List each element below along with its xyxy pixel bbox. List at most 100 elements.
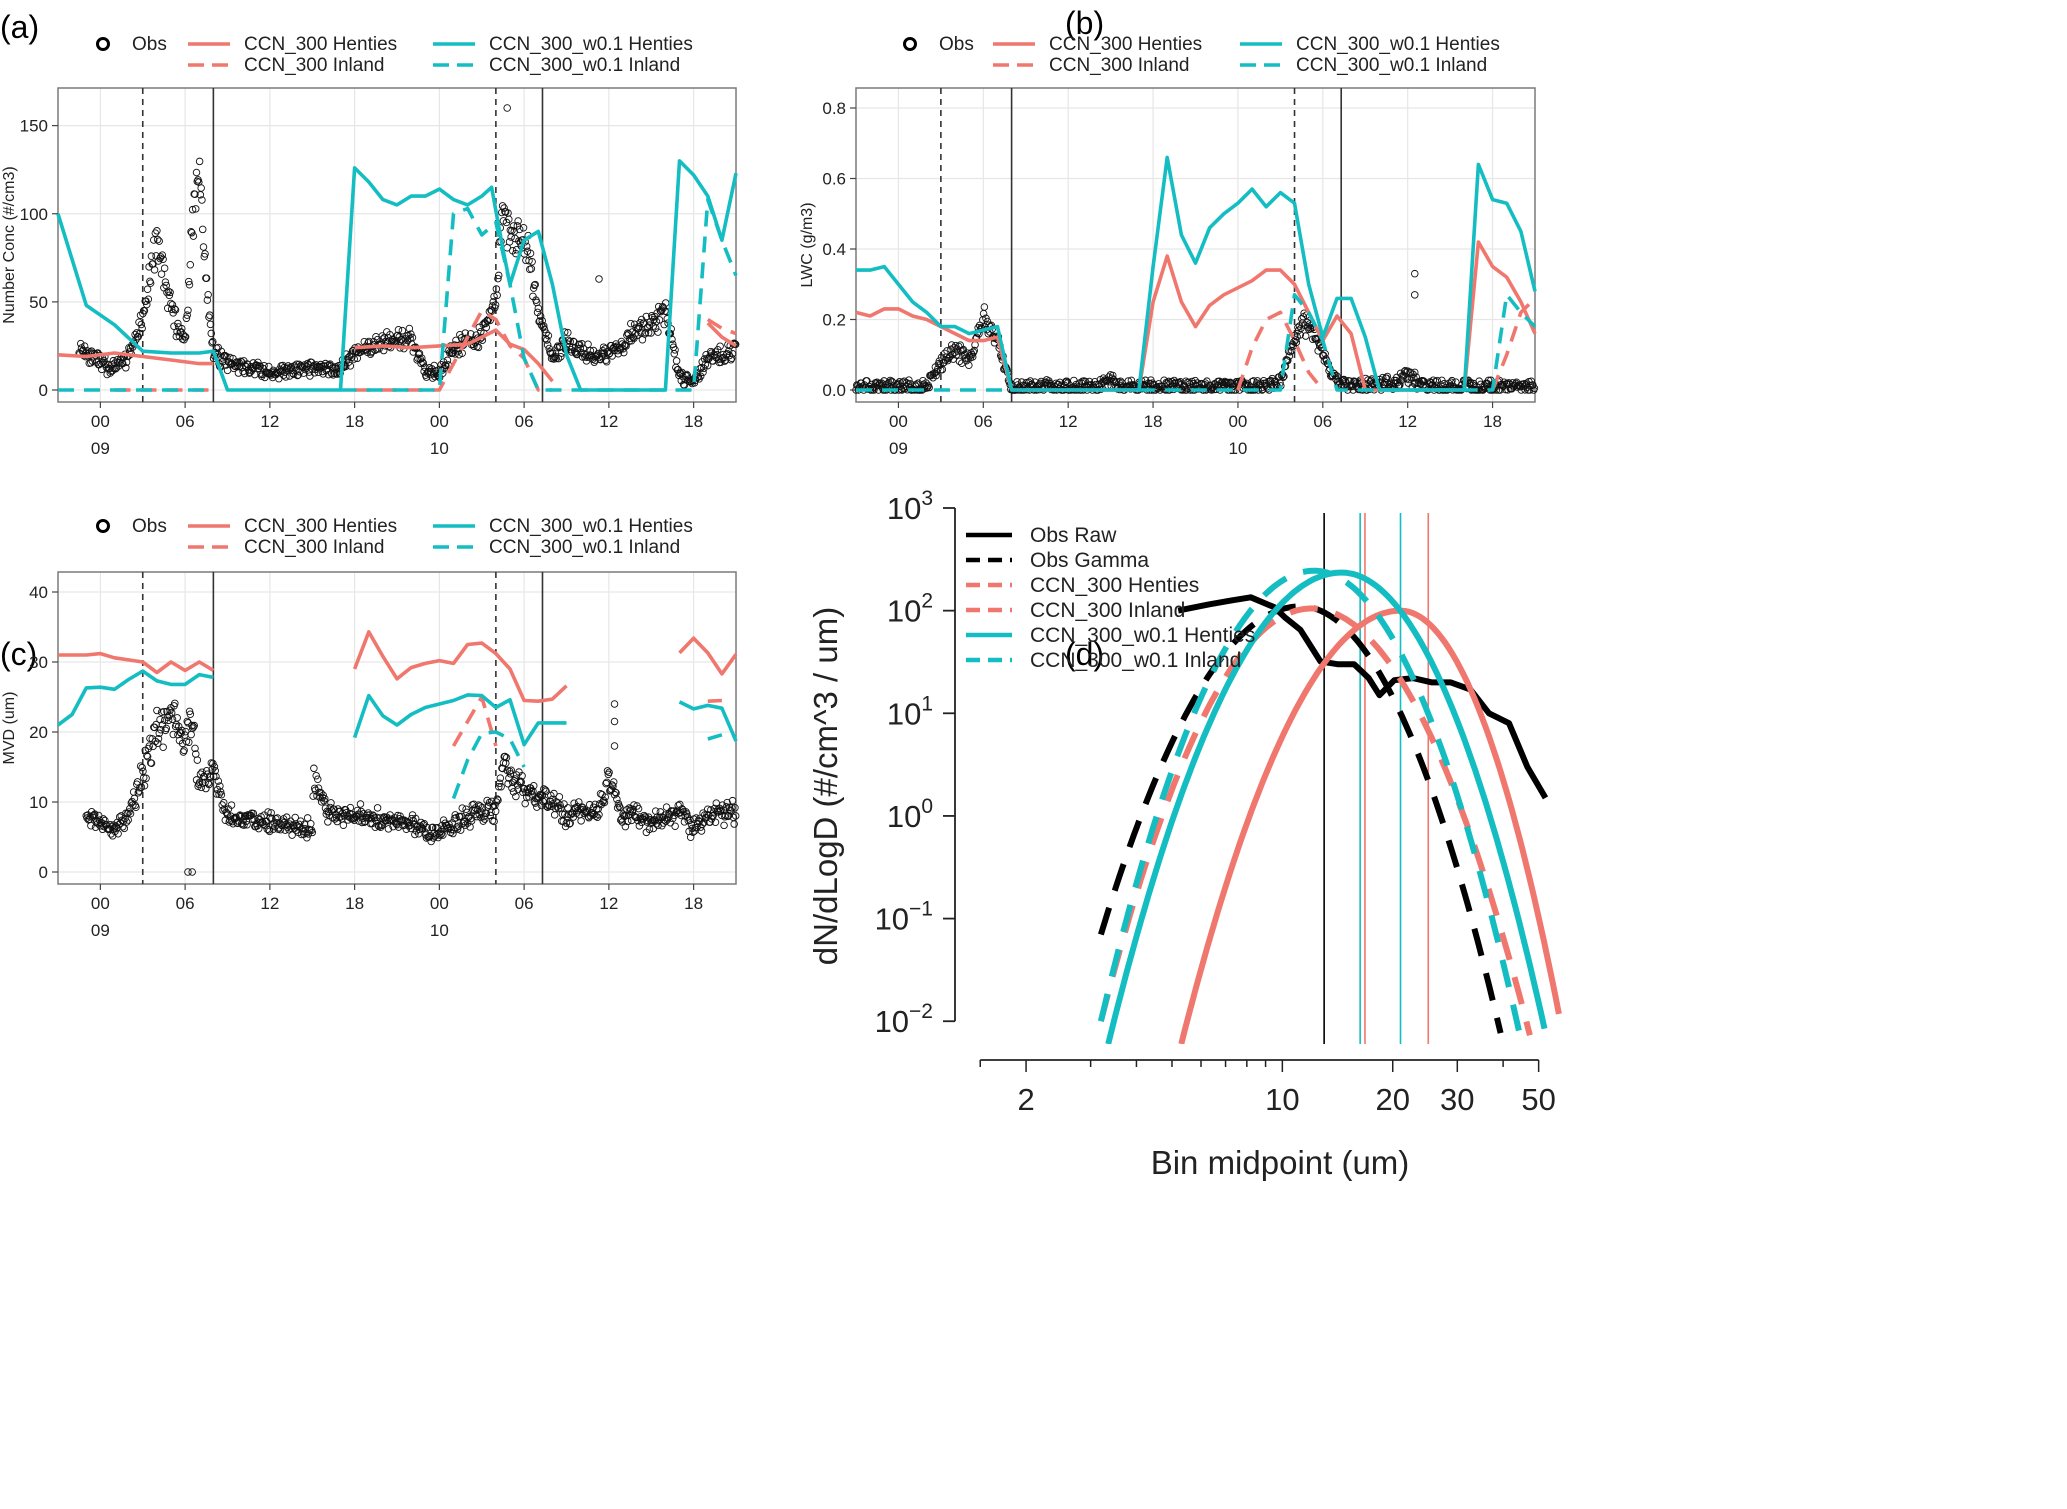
obs-point (143, 300, 151, 309)
obs-point (415, 349, 424, 358)
obs-point (477, 808, 486, 817)
y-tick-label: 102 (887, 590, 933, 629)
legend-label: CCN_300 Henties (244, 34, 397, 55)
obs-point (396, 812, 404, 820)
obs-point (595, 353, 603, 362)
obs-point (80, 342, 89, 350)
obs-point (394, 326, 403, 334)
obs-point (609, 778, 618, 786)
x-tick-label: 06 (176, 412, 195, 431)
obs-point (629, 333, 637, 342)
obs-point (627, 319, 635, 328)
obs-point (670, 350, 679, 358)
obs-point (184, 868, 192, 876)
obs-point (730, 820, 738, 828)
obs-point (491, 807, 500, 816)
obs-point (503, 104, 511, 112)
obs-point (448, 819, 456, 827)
obs-point (1433, 376, 1441, 385)
obs-point (689, 828, 697, 837)
obs-point (518, 772, 526, 780)
y-tick-label: 100 (20, 205, 48, 224)
obs-point (515, 225, 524, 234)
obs-point (698, 820, 707, 828)
obs-point (540, 796, 549, 804)
obs-point (191, 205, 200, 213)
obs-point (602, 356, 610, 364)
obs-point (321, 794, 329, 803)
obs-point (634, 804, 643, 813)
legend-label: CCN_300 Henties (244, 516, 397, 537)
obs-point (457, 812, 466, 821)
obs-point (645, 321, 654, 329)
obs-point (541, 786, 550, 794)
obs-point (87, 359, 95, 367)
obs-point (644, 328, 653, 337)
obs-point (1294, 326, 1303, 335)
obs-point (514, 217, 522, 225)
obs-point (671, 822, 679, 830)
obs-point (637, 328, 645, 337)
obs-point (425, 833, 434, 841)
obs-point (184, 277, 193, 286)
series-line (706, 321, 737, 348)
obs-point (168, 715, 177, 724)
obs-point (449, 829, 457, 838)
obs-point (527, 264, 536, 273)
series-line (1236, 310, 1325, 392)
obs-point (367, 814, 376, 823)
obs-point (159, 255, 167, 263)
obs-point (164, 716, 173, 725)
obs-point (1321, 350, 1329, 358)
series-line (1490, 297, 1537, 391)
obs-point (435, 831, 444, 839)
obs-point (600, 798, 609, 807)
obs-point (731, 804, 739, 812)
obs-point (728, 354, 736, 362)
legend-label: Obs (132, 34, 167, 55)
obs-point (346, 803, 355, 812)
obs-point (157, 270, 166, 278)
obs-point (314, 784, 323, 792)
y-tick-label: 20 (29, 723, 48, 742)
obs-point (136, 762, 145, 770)
obs-point (550, 811, 559, 819)
obs-point (408, 333, 417, 342)
x-tick-label: 00 (91, 894, 110, 913)
obs-point (161, 278, 170, 286)
obs-point (158, 251, 167, 259)
obs-point (970, 346, 979, 355)
obs-point (952, 351, 961, 359)
obs-point (723, 798, 731, 807)
obs-point (539, 323, 547, 331)
obs-point (1411, 269, 1419, 278)
obs-point (164, 287, 173, 296)
obs-point (398, 326, 407, 335)
obs-point (356, 800, 365, 808)
obs-point (143, 752, 152, 761)
y-tick-label: 10−1 (875, 898, 933, 937)
obs-point (184, 719, 192, 727)
obs-point (409, 816, 418, 825)
obs-point (585, 800, 594, 809)
obs-point (122, 818, 131, 826)
obs-point (1266, 377, 1274, 385)
y-tick-exponent: 0 (921, 795, 933, 818)
obs-point (491, 304, 499, 312)
obs-point (529, 787, 537, 795)
obs-point (488, 302, 497, 310)
obs-point (555, 793, 564, 801)
series-curve (1178, 607, 1562, 1044)
obs-point (180, 746, 188, 755)
obs-point (241, 812, 250, 821)
y-axis-label: Number Conc (#/cm3) (1, 166, 18, 323)
obs-point (904, 380, 912, 388)
obs-point (185, 280, 194, 289)
obs-point (183, 311, 191, 319)
obs-point (586, 346, 595, 355)
obs-point (536, 312, 545, 320)
obs-point (167, 299, 175, 308)
obs-point (453, 825, 462, 833)
obs-point (679, 380, 688, 389)
obs-point (493, 795, 501, 803)
